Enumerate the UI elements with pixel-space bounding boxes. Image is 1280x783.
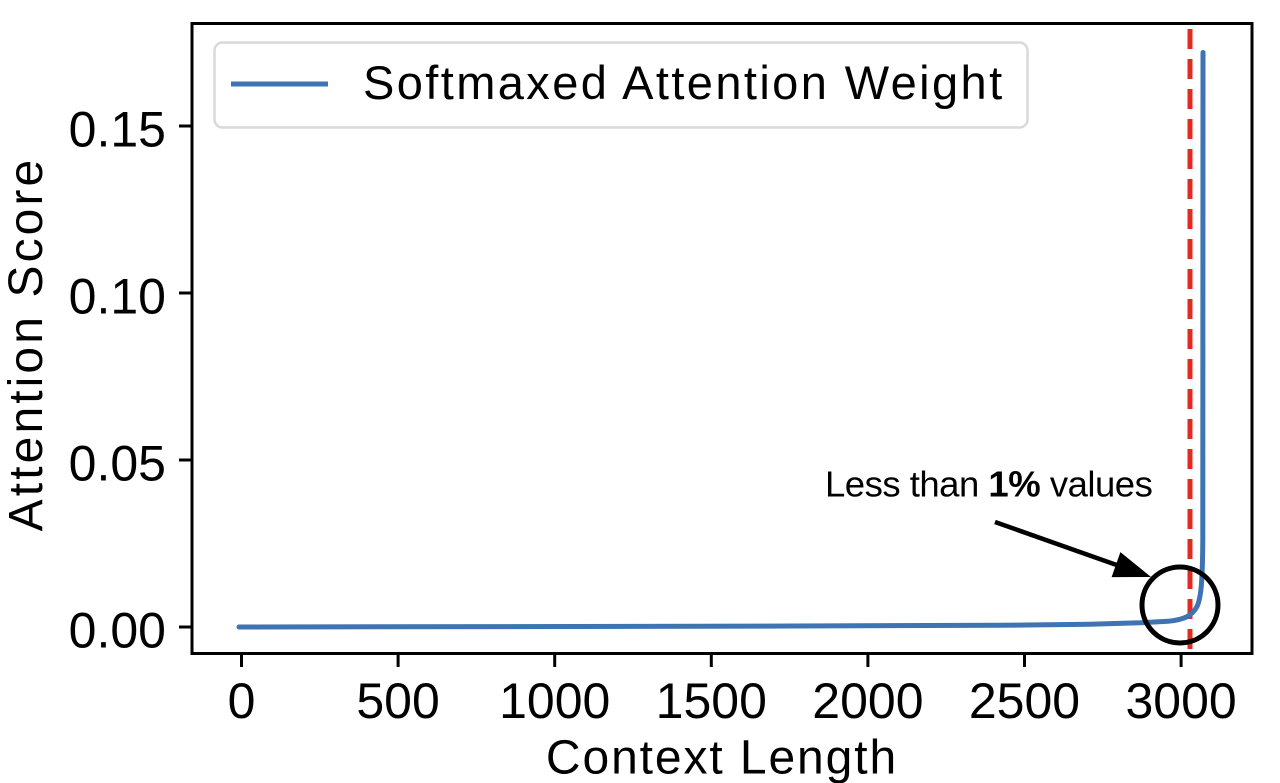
- svg-text:0: 0: [228, 673, 256, 729]
- svg-text:Context Length: Context Length: [546, 732, 898, 783]
- svg-text:0.05: 0.05: [69, 436, 166, 492]
- svg-text:0.15: 0.15: [69, 102, 166, 158]
- svg-text:0.10: 0.10: [69, 269, 166, 325]
- svg-text:1500: 1500: [656, 673, 767, 729]
- svg-text:Softmaxed Attention Weight: Softmaxed Attention Weight: [363, 56, 1005, 109]
- svg-text:2000: 2000: [812, 673, 923, 729]
- svg-text:3000: 3000: [1125, 673, 1236, 729]
- svg-text:Attention Score: Attention Score: [0, 157, 53, 532]
- svg-text:2500: 2500: [969, 673, 1080, 729]
- svg-text:500: 500: [356, 673, 439, 729]
- svg-text:0.00: 0.00: [69, 603, 166, 659]
- svg-text:Less than 1% values: Less than 1% values: [825, 464, 1152, 505]
- svg-text:1000: 1000: [499, 673, 610, 729]
